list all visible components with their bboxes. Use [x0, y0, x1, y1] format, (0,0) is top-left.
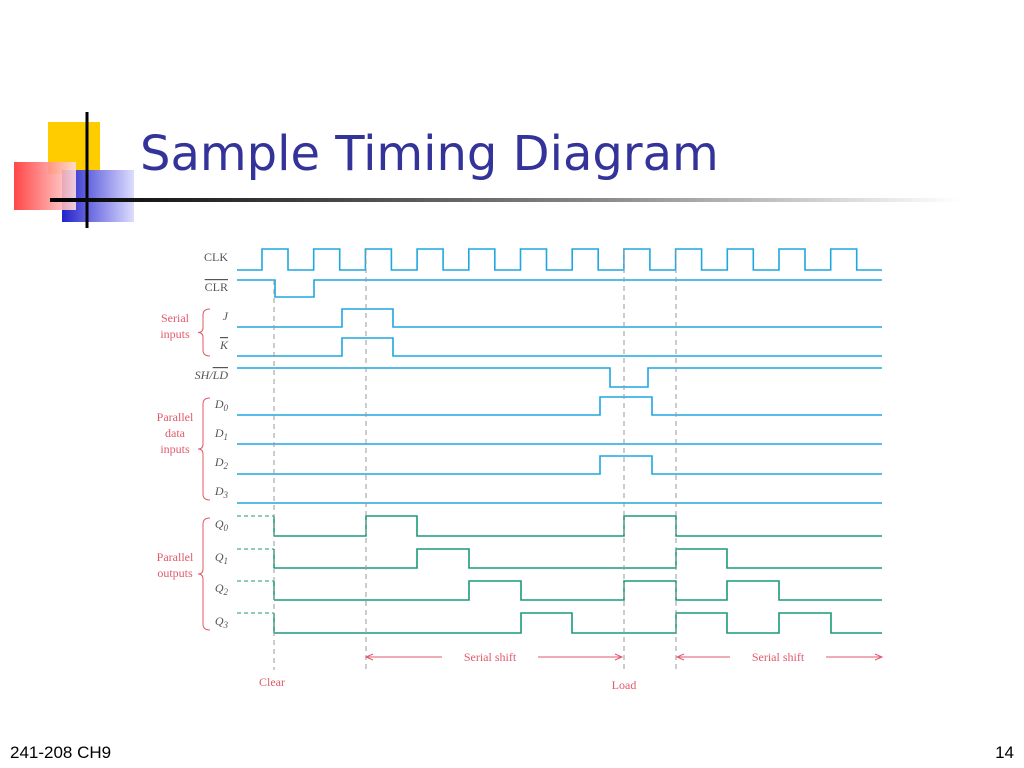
arrow-head: [364, 653, 374, 661]
signal-name-bar: LD: [212, 368, 229, 382]
signal-label: CLR: [205, 280, 228, 294]
signal-label: K: [219, 338, 229, 352]
waveform: [237, 248, 882, 271]
signal-name: D: [214, 397, 224, 411]
annotation: Serial shift: [464, 650, 517, 664]
waveform: [274, 580, 882, 601]
signal-sub: 1: [224, 432, 229, 442]
group-label: Serial: [161, 311, 190, 325]
waveform: [237, 455, 882, 475]
annotation: Load: [612, 678, 637, 692]
group-label: outputs: [157, 566, 193, 580]
signal-label: J: [223, 309, 229, 323]
signal-sub: 2: [224, 461, 229, 471]
signal-name: Q: [215, 550, 224, 564]
group-label: Parallel: [157, 410, 194, 424]
arrow-head: [614, 653, 624, 661]
signal-name: D: [214, 426, 224, 440]
signal-name: D: [214, 484, 224, 498]
signal-label: D1: [214, 426, 228, 442]
arrow-head: [675, 653, 685, 661]
signal-label: CLK: [204, 250, 228, 264]
signal-name: CLK: [204, 250, 228, 264]
signal-label: D0: [214, 397, 229, 413]
signal-label: D2: [214, 455, 229, 471]
group-label: inputs: [160, 442, 190, 456]
annotation: Serial shift: [752, 650, 805, 664]
waveform: [237, 308, 882, 328]
logo: [14, 112, 960, 228]
brace: [197, 308, 211, 357]
waveform: [274, 548, 882, 569]
signal-label: D3: [214, 484, 229, 500]
brace: [197, 397, 211, 501]
signal-sub: 1: [224, 556, 229, 566]
signal-name-bar: CLR: [205, 280, 228, 294]
waveform: [237, 396, 882, 416]
footer-left: 241-208 CH9: [10, 743, 111, 762]
signal-sub: 3: [223, 620, 229, 630]
waveform: [237, 337, 882, 357]
brace: [197, 517, 211, 631]
signal-name: Q: [215, 517, 224, 531]
waveform: [237, 367, 882, 388]
arrow-head: [874, 653, 884, 661]
signal-sub: 0: [224, 523, 229, 533]
signal-label: Q2: [215, 581, 229, 597]
group-label: Parallel: [157, 550, 194, 564]
page-number: 14: [995, 743, 1014, 762]
signal-sub: 3: [223, 490, 229, 500]
signal-name: D: [214, 455, 224, 469]
timing-diagram: CLKCLRJKSH/LDD0D1D2D3Q0Q1Q2Q3Serialinput…: [157, 248, 884, 692]
group-label: data: [165, 426, 186, 440]
signal-sub: 2: [224, 587, 229, 597]
signal-name: Q: [215, 614, 224, 628]
title: Sample Timing Diagram: [140, 126, 719, 182]
signal-name: J: [223, 309, 229, 323]
waveform: [274, 612, 882, 634]
signal-label: SH/LD: [195, 368, 229, 382]
signal-label: Q3: [215, 614, 229, 630]
waveform: [237, 279, 882, 298]
waveform: [274, 515, 882, 537]
signal-label: Q0: [215, 517, 229, 533]
signal-label: Q1: [215, 550, 228, 566]
signal-name: SH/: [195, 368, 215, 382]
signal-sub: 0: [224, 403, 229, 413]
signal-name: Q: [215, 581, 224, 595]
signal-name-bar: K: [219, 338, 229, 352]
group-label: inputs: [160, 327, 190, 341]
annotation: Clear: [259, 675, 285, 689]
